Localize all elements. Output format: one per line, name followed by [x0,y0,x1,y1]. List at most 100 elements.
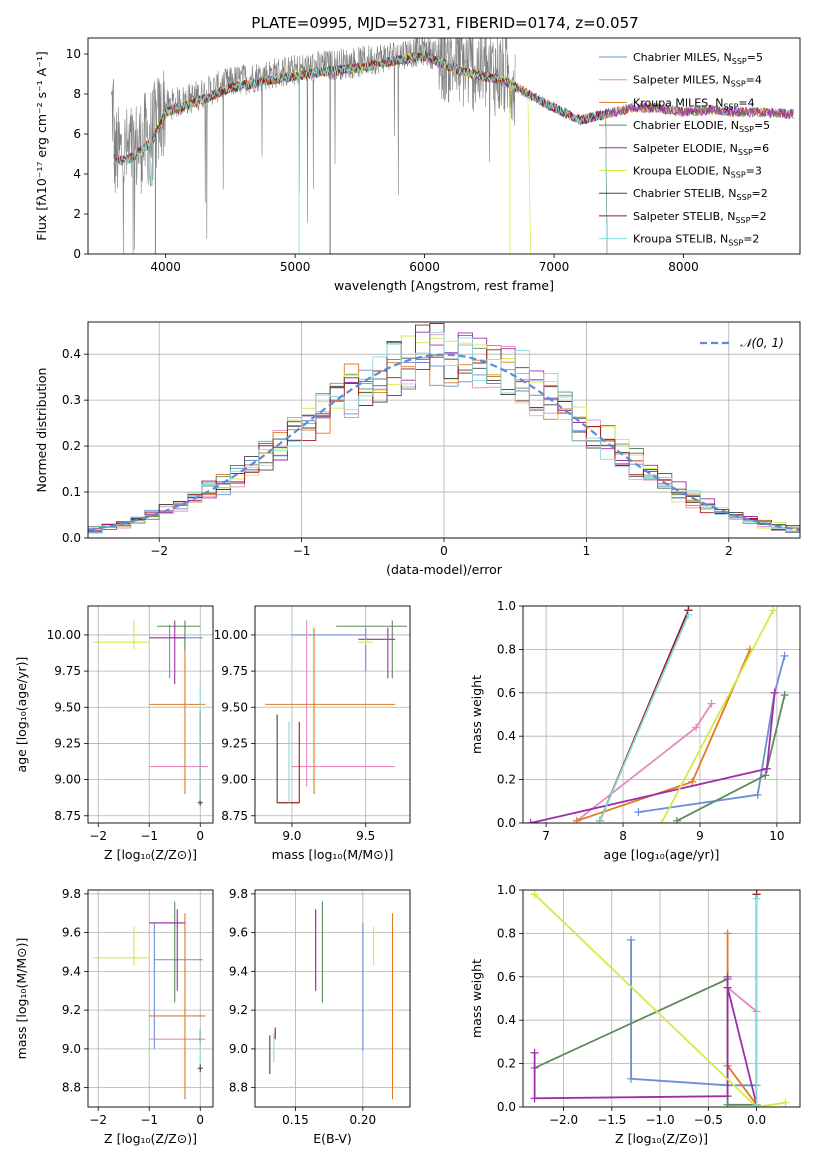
x-tick-label: 8000 [668,260,699,274]
legend-label: Kroupa STELIB, NSSP=2 [633,233,759,248]
weight-point [688,777,697,786]
y-tick-label: 9.2 [229,1003,248,1017]
weight-point [762,764,771,773]
y-tick-label: 9.8 [62,887,81,901]
x-tick-label: −0.5 [694,1113,723,1127]
x-axis-label: Z [log₁₀(Z/Z⊙)] [104,1131,197,1146]
panel-spectrum: 4000 5000 6000 7000 8000 0 2 4 6 8 10 wavelength [A… [34,37,801,293]
errorbar-salpeter-elodie [358,627,396,679]
gaussian-curve [88,353,800,531]
x-tick-label: −1.0 [645,1113,674,1127]
y-tick-label: 0.1 [62,485,81,499]
x-axis-label: wavelength [Angstrom, rest frame] [334,278,554,293]
y-tick-label: 0.6 [497,970,516,984]
y-tick-label: 2 [73,207,81,221]
y-tick-label: 9.25 [221,736,248,750]
plot-area-spectrum [111,38,794,254]
weight-point [780,690,789,699]
weight-point [595,816,604,823]
y-tick-label: 0.6 [497,686,516,700]
panel-weight-vs-z: −2.0 −1.5 −1.0 −0.5 0.0 0.0 0.2 0.4 0.6 0.8 1.0 Z [… [469,883,801,1146]
weight-point [769,606,778,615]
y-tick-label: 1.0 [497,883,516,897]
axes-frame [522,605,801,824]
x-tick-label: 1 [583,544,591,558]
model-spectrum-kroupa-stelib [113,51,608,254]
errorbar-salpeter-miles [291,620,396,787]
y-tick-label: 8.8 [229,1081,248,1095]
y-tick-label: 9.6 [229,926,248,940]
legend-label: Chabrier STELIB, NSSP=2 [633,187,768,202]
x-tick-label: 7000 [539,260,570,274]
errorbar-kroupa-stelib [199,685,202,802]
weight-point [707,699,716,708]
x-tick-label: 9.0 [282,829,301,843]
x-axis-label: (data-model)/error [386,562,503,577]
y-tick-label: 8.75 [221,809,248,823]
weight-point [530,890,539,899]
legend-label: Chabrier ELODIE, NSSP=5 [633,119,770,134]
weight-point [723,929,732,938]
errorbar-chabrier-stelib [197,1064,203,1073]
y-tick-label: 9.00 [221,773,248,787]
y-axis-label: mass weight [469,675,484,754]
x-tick-label: −2 [150,544,168,558]
y-tick-label: 0.4 [497,1013,516,1027]
y-tick-label: 9.50 [54,700,81,714]
x-tick-label: 9.5 [356,829,375,843]
y-axis-label: Normed distribution [34,368,49,493]
x-tick-label: 7 [542,829,550,843]
y-axis-label: mass [log₁₀(M/M⊙)] [14,938,29,1060]
axes-frame [87,889,214,1108]
histogram-kroupa-stelib [88,331,800,538]
weight-line-kroupa-stelib [599,614,690,822]
axes-frame [254,605,411,824]
weight-point [723,983,732,992]
weight-line-salpeter-elodie [533,976,758,1106]
weight-point [572,816,581,823]
spectrum-legend: Chabrier MILES, NSSP=5 Salpeter MILES, NS… [599,51,770,248]
panel-residuals: −2 −1 0 1 2 0.0 0.1 0.2 0.3 0.4 (data-model)/error… [34,321,801,577]
weight-point [761,771,770,780]
y-tick-label: 9.6 [62,926,81,940]
weight-point [770,688,779,697]
y-tick-label: 10.00 [214,628,248,642]
plot-area-residuals [88,323,800,538]
errorbar-chabrier-miles [291,627,367,672]
y-tick-label: 0.4 [497,729,516,743]
axes-frame [522,889,801,1108]
y-tick-label: 9.4 [62,964,81,978]
weight-line-kroupa-elodie [533,893,786,1107]
y-tick-label: 0.8 [497,642,516,656]
weight-point [684,610,693,619]
panel-mass-vs-z: −2 −1 0 8.8 9.0 9.2 9.4 9.6 9.8 Z [log₁₀(Z/Z⊙)] ma… [14,887,214,1146]
weight-point [781,1098,790,1107]
x-tick-label: 4000 [150,260,181,274]
y-tick-label: 8.75 [54,809,81,823]
y-tick-label: 9.4 [229,964,248,978]
x-axis-label: Z [log₁₀(Z/Z⊙)] [104,847,197,862]
y-tick-label: 9.75 [54,664,81,678]
y-axis-label: mass weight [469,959,484,1038]
weight-point [723,1100,732,1107]
panel-weight-vs-age: 7 8 9 10 0.0 0.2 0.4 0.6 0.8 1.0 age [log₁₀(age/yr… [469,599,801,862]
legend-label: Chabrier MILES, NSSP=5 [633,51,763,66]
weight-point [627,1074,636,1083]
x-tick-label: 0.20 [349,1113,376,1127]
errorbar-kroupa-miles [265,627,396,795]
weight-point [672,816,681,823]
legend-label: Salpeter MILES, NSSP=4 [633,74,762,89]
weight-point [723,972,732,981]
plot-area-weight-vs-z [530,890,790,1107]
x-tick-label: 5000 [280,260,311,274]
legend-label: Salpeter STELIB, NSSP=2 [633,210,767,225]
legend-label: 𝒩(0, 1) [740,336,784,350]
x-tick-label: 8 [619,829,627,843]
errorbar-kroupa-elodie [358,639,374,646]
errorbar-chabrier-elodie [336,620,408,679]
y-tick-label: 6 [73,127,81,141]
axes-frame [87,321,801,539]
weight-point [530,1048,539,1057]
y-tick-label: 0.0 [497,816,516,830]
